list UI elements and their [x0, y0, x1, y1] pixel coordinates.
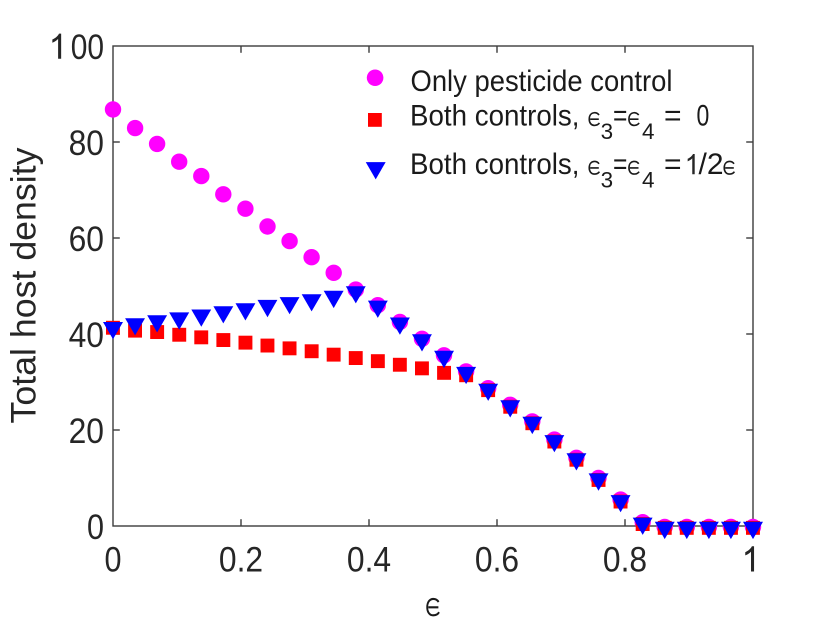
svg-text:Both controls,: Both controls, [410, 148, 580, 181]
svg-text:3: 3 [601, 119, 614, 144]
svg-text:0: 0 [87, 508, 104, 547]
svg-text:=: = [664, 148, 682, 181]
svg-text:/2: /2 [699, 148, 724, 181]
svg-text:4: 4 [642, 119, 655, 144]
svg-text:0.8: 0.8 [603, 541, 647, 580]
svg-text:Total host density: Total host density [4, 147, 43, 424]
svg-text:Only pesticide control: Only pesticide control [411, 65, 673, 98]
svg-text:=: = [664, 100, 682, 133]
svg-text:4: 4 [642, 168, 655, 193]
svg-text:0.6: 0.6 [475, 541, 519, 580]
svg-text:60: 60 [69, 220, 104, 259]
svg-text:00: 00 [71, 28, 104, 67]
svg-text:0.2: 0.2 [219, 541, 263, 580]
svg-text:=: = [613, 148, 627, 181]
svg-text:Both controls,: Both controls, [410, 100, 580, 133]
svg-text:20: 20 [69, 412, 104, 451]
svg-text:=: = [613, 100, 627, 133]
svg-text:0.4: 0.4 [347, 541, 391, 580]
svg-text:0: 0 [105, 541, 122, 580]
svg-text:3: 3 [601, 168, 614, 193]
svg-text:0: 0 [697, 100, 710, 133]
svg-text:40: 40 [69, 316, 104, 355]
svg-text:80: 80 [69, 124, 104, 163]
